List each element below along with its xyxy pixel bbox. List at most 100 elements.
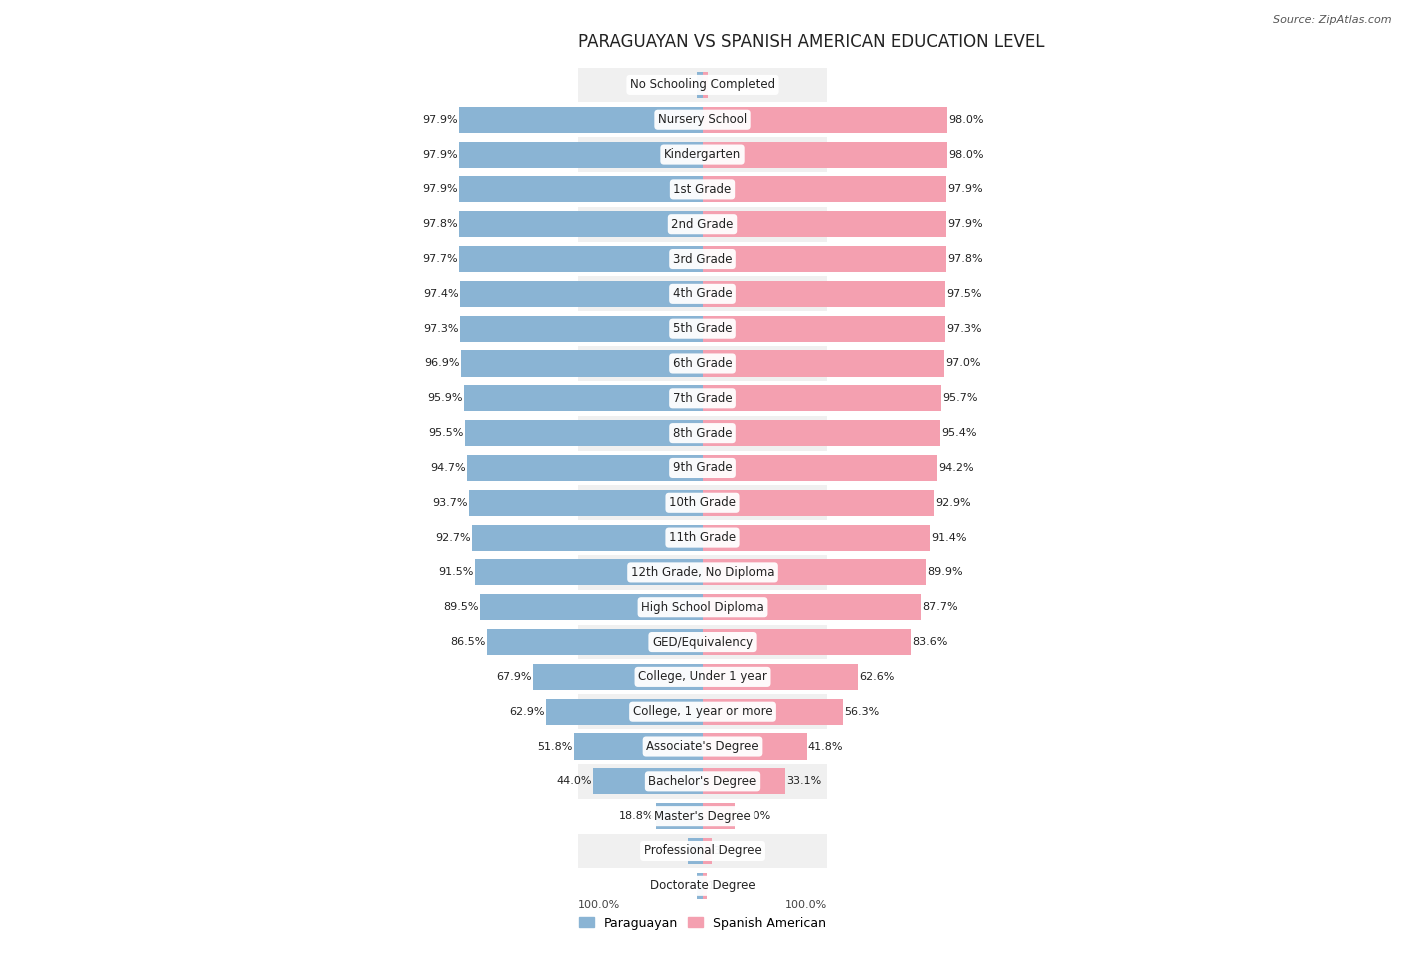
Bar: [697, 72, 703, 98]
Bar: [578, 869, 1076, 903]
Bar: [688, 838, 703, 864]
Bar: [703, 873, 707, 899]
Bar: [593, 768, 703, 795]
Bar: [470, 489, 703, 516]
Bar: [467, 455, 703, 481]
Text: 95.4%: 95.4%: [941, 428, 977, 438]
Bar: [461, 350, 703, 376]
Bar: [578, 102, 1076, 137]
Bar: [703, 281, 945, 307]
Bar: [578, 625, 1076, 659]
Bar: [703, 803, 735, 829]
Text: 98.0%: 98.0%: [948, 149, 983, 160]
Text: 1.7%: 1.7%: [709, 880, 737, 891]
Bar: [533, 664, 703, 690]
Text: 97.8%: 97.8%: [422, 219, 458, 229]
Bar: [458, 176, 703, 203]
Text: 9th Grade: 9th Grade: [672, 461, 733, 475]
Text: 18.8%: 18.8%: [619, 811, 654, 821]
Text: 5th Grade: 5th Grade: [672, 322, 733, 335]
Bar: [578, 521, 1076, 555]
Text: 10th Grade: 10th Grade: [669, 496, 735, 509]
Bar: [486, 629, 703, 655]
Text: 96.9%: 96.9%: [425, 359, 460, 369]
Bar: [578, 659, 1076, 694]
Text: 89.5%: 89.5%: [443, 603, 478, 612]
Bar: [703, 385, 941, 411]
Text: No Schooling Completed: No Schooling Completed: [630, 78, 775, 92]
Text: Source: ZipAtlas.com: Source: ZipAtlas.com: [1274, 15, 1392, 24]
Text: 95.9%: 95.9%: [427, 393, 463, 404]
Bar: [703, 420, 941, 447]
Text: 92.7%: 92.7%: [434, 532, 471, 543]
Text: 97.7%: 97.7%: [422, 254, 458, 264]
Text: 97.9%: 97.9%: [948, 184, 983, 194]
Bar: [703, 838, 713, 864]
Text: 97.9%: 97.9%: [422, 149, 457, 160]
Bar: [460, 246, 703, 272]
Bar: [475, 560, 703, 585]
Bar: [578, 67, 1076, 102]
Bar: [703, 594, 921, 620]
Bar: [703, 106, 946, 133]
Text: 91.5%: 91.5%: [439, 567, 474, 577]
Bar: [703, 246, 946, 272]
Bar: [574, 733, 703, 760]
Text: 94.7%: 94.7%: [430, 463, 465, 473]
Bar: [578, 834, 1076, 869]
Bar: [465, 420, 703, 447]
Bar: [578, 799, 1076, 834]
Bar: [703, 733, 807, 760]
Bar: [703, 525, 931, 551]
Text: 100.0%: 100.0%: [578, 900, 620, 910]
Text: 97.4%: 97.4%: [423, 289, 458, 299]
Bar: [578, 450, 1076, 486]
Bar: [703, 176, 946, 203]
Text: High School Diploma: High School Diploma: [641, 601, 763, 613]
Text: 8th Grade: 8th Grade: [672, 427, 733, 440]
Text: 12th Grade, No Diploma: 12th Grade, No Diploma: [631, 566, 775, 579]
Text: Bachelor's Degree: Bachelor's Degree: [648, 775, 756, 788]
Text: 3rd Grade: 3rd Grade: [672, 253, 733, 265]
Bar: [578, 311, 1076, 346]
Text: 56.3%: 56.3%: [844, 707, 879, 717]
Text: 97.3%: 97.3%: [946, 324, 981, 333]
Text: Kindergarten: Kindergarten: [664, 148, 741, 161]
Bar: [578, 207, 1076, 242]
Text: 97.3%: 97.3%: [423, 324, 458, 333]
Text: 51.8%: 51.8%: [537, 742, 572, 752]
Text: 41.8%: 41.8%: [808, 742, 844, 752]
Bar: [458, 141, 703, 168]
Bar: [578, 346, 1076, 381]
Text: 94.2%: 94.2%: [938, 463, 974, 473]
Text: 87.7%: 87.7%: [922, 603, 957, 612]
Text: 97.9%: 97.9%: [948, 219, 983, 229]
Bar: [578, 486, 1076, 521]
Text: 2nd Grade: 2nd Grade: [671, 217, 734, 231]
Bar: [578, 729, 1076, 764]
Bar: [703, 350, 943, 376]
Bar: [578, 137, 1076, 172]
Text: PARAGUAYAN VS SPANISH AMERICAN EDUCATION LEVEL: PARAGUAYAN VS SPANISH AMERICAN EDUCATION…: [578, 33, 1045, 51]
Text: 97.9%: 97.9%: [422, 184, 457, 194]
Text: 98.0%: 98.0%: [948, 115, 983, 125]
Bar: [578, 381, 1076, 415]
Text: 83.6%: 83.6%: [912, 637, 948, 647]
Text: 7th Grade: 7th Grade: [672, 392, 733, 405]
Text: 62.9%: 62.9%: [509, 707, 544, 717]
Bar: [546, 699, 703, 724]
Text: 6th Grade: 6th Grade: [672, 357, 733, 370]
Text: Master's Degree: Master's Degree: [654, 809, 751, 823]
Legend: Paraguayan, Spanish American: Paraguayan, Spanish American: [574, 912, 831, 935]
Bar: [471, 525, 703, 551]
Text: Nursery School: Nursery School: [658, 113, 747, 126]
Text: 2.2%: 2.2%: [668, 80, 696, 90]
Bar: [703, 141, 946, 168]
Text: Associate's Degree: Associate's Degree: [647, 740, 759, 753]
Bar: [578, 694, 1076, 729]
Bar: [655, 803, 703, 829]
Bar: [458, 106, 703, 133]
Bar: [703, 72, 707, 98]
Text: 4th Grade: 4th Grade: [672, 288, 733, 300]
Bar: [578, 590, 1076, 625]
